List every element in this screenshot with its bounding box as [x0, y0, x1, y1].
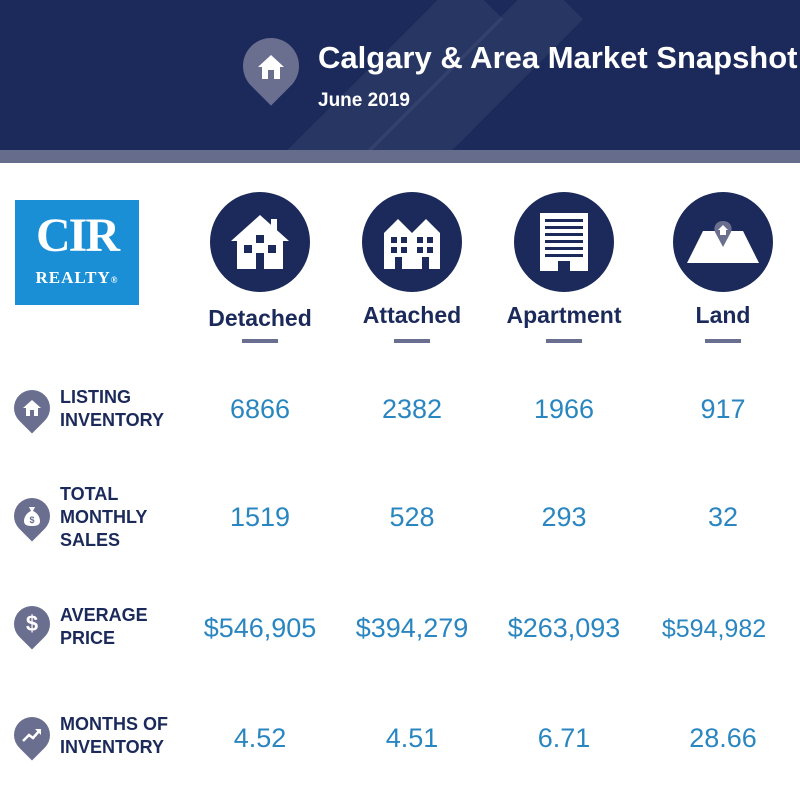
page-subtitle: June 2019 — [318, 90, 410, 111]
header-band — [0, 150, 800, 163]
detached-house-icon — [231, 215, 289, 269]
value-cell: 1966 — [533, 394, 595, 424]
apartment-circle — [514, 192, 614, 292]
value-cell: 28.66 — [689, 723, 757, 753]
value-cell: 4.51 — [385, 723, 439, 753]
value-cell: 32 — [707, 502, 739, 532]
cir-realty-logo: CIR REALTY® — [15, 200, 139, 305]
category-detached: Detached — [208, 305, 312, 331]
house-icon — [246, 42, 296, 92]
svg-text:$: $ — [29, 515, 34, 525]
value-cell: $546,905 — [203, 613, 317, 643]
category-attached: Attached — [362, 302, 462, 328]
money-bag-icon: $ — [14, 498, 50, 534]
row-label-total-monthly-sales: TOTAL MONTHLY SALES — [60, 484, 148, 550]
value-cell: $263,093 — [507, 613, 621, 643]
value-cell: 6866 — [229, 394, 291, 424]
value-cell: 528 — [389, 502, 435, 532]
logo-top-text: CIR — [35, 209, 120, 262]
land-plot-icon — [687, 221, 759, 263]
page-title: Calgary & Area Market Snapshot — [318, 40, 798, 75]
category-underline — [546, 339, 582, 343]
trend-up-icon — [14, 717, 50, 753]
detached-circle — [210, 192, 310, 292]
house-icon — [14, 390, 50, 426]
value-cell: 6.71 — [537, 723, 591, 753]
value-cell: 917 — [700, 394, 746, 424]
value-cell: 4.52 — [233, 723, 287, 753]
category-apartment: Apartment — [506, 302, 622, 328]
value-cell: 1519 — [229, 502, 291, 532]
category-underline — [705, 339, 741, 343]
apartment-building-icon — [540, 213, 588, 271]
land-circle — [673, 192, 773, 292]
value-cell: $594,982 — [661, 615, 767, 643]
category-land: Land — [695, 302, 751, 328]
attached-circle — [362, 192, 462, 292]
category-underline — [242, 339, 278, 343]
category-underline — [394, 339, 430, 343]
dollar-icon: $ — [25, 611, 39, 636]
row-label-listing-inventory: LISTING INVENTORY — [60, 387, 165, 430]
value-cell: 2382 — [381, 394, 443, 424]
header-banner — [0, 0, 800, 150]
value-cell: $394,279 — [355, 613, 469, 643]
logo-bottom-text: REALTY® — [35, 268, 119, 287]
row-label-average-price: AVERAGE PRICE — [60, 605, 148, 648]
value-cell: 293 — [541, 502, 587, 532]
row-label-months-of-inventory: MONTHS OF INVENTORY — [60, 714, 168, 757]
attached-house-icon — [384, 219, 440, 269]
